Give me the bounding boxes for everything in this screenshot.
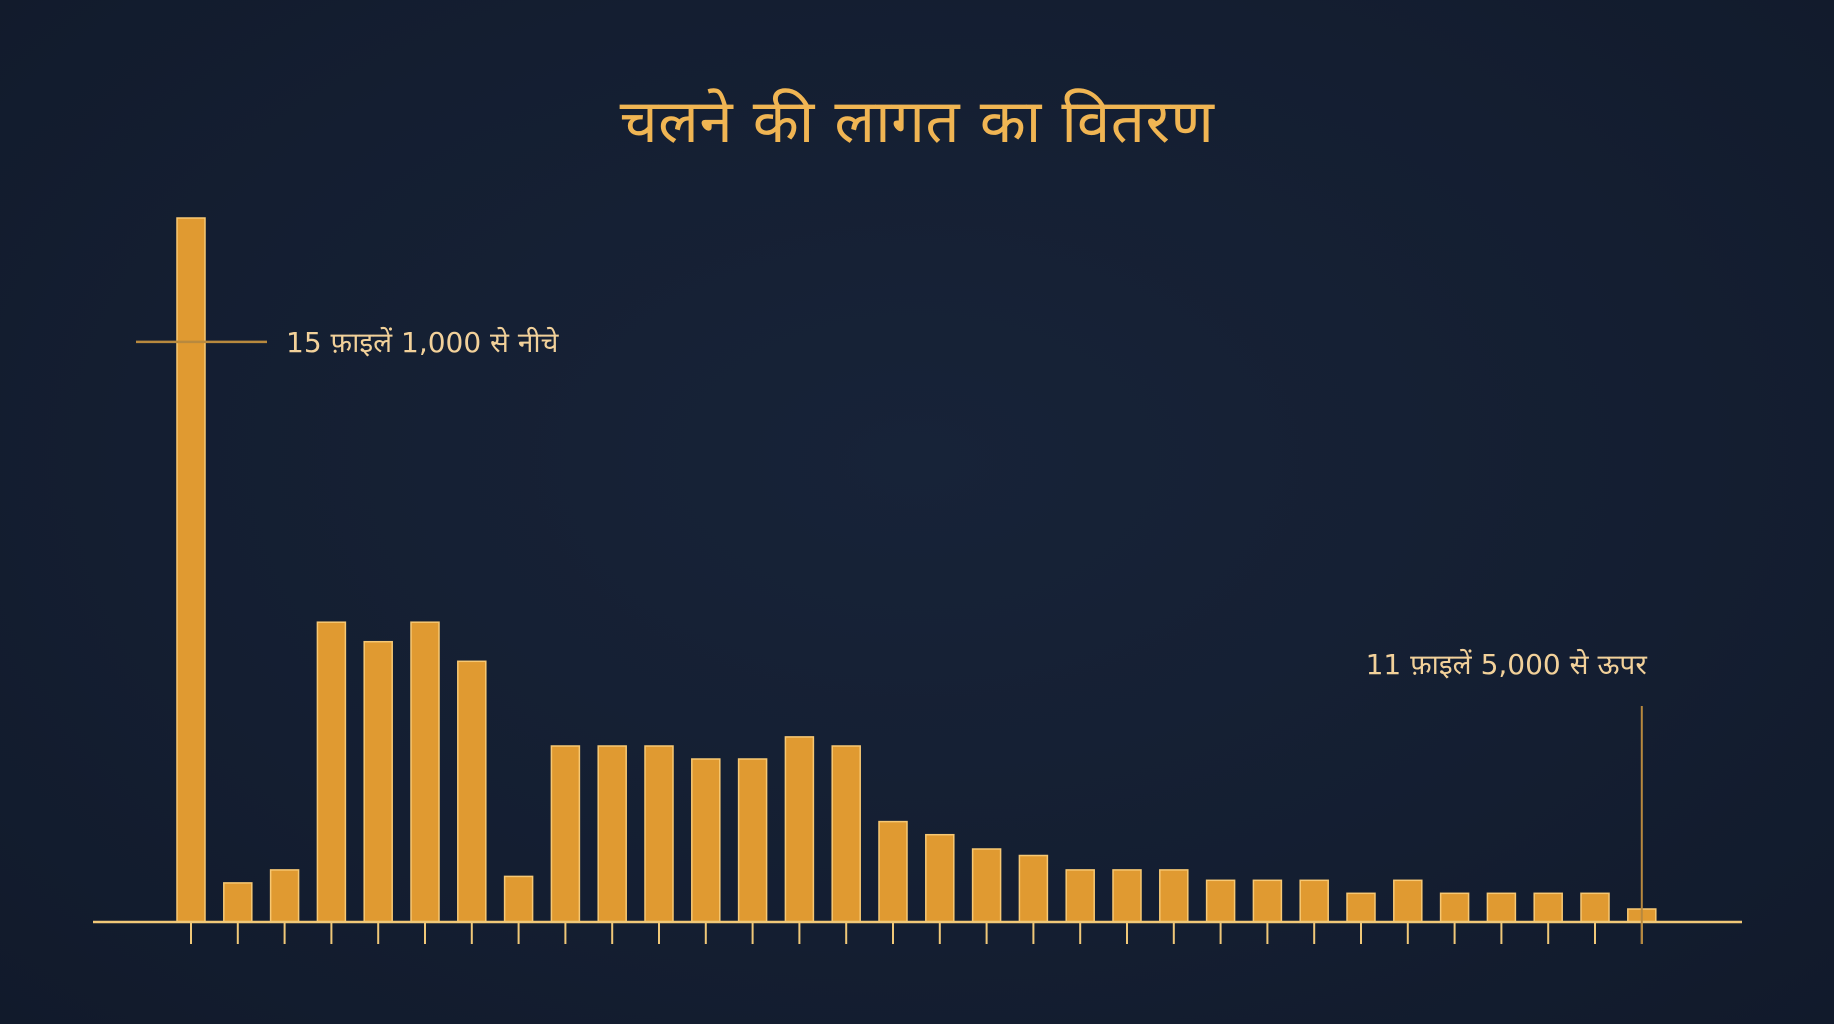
bar-7	[457, 660, 487, 923]
bar-23	[1205, 879, 1236, 923]
bar-13	[737, 758, 768, 923]
chart-title: चलने की लागत का वितरण	[619, 87, 1215, 157]
bar-5	[363, 640, 393, 923]
bar-30	[1533, 892, 1563, 923]
bar-21	[1112, 869, 1142, 923]
bar-9	[550, 745, 581, 923]
bar-27	[1393, 879, 1423, 923]
bar-8	[503, 875, 534, 923]
bar-25	[1299, 879, 1329, 923]
bar-14	[784, 736, 815, 923]
bar-19	[1018, 854, 1049, 923]
x-axis	[93, 920, 1742, 944]
bar-31	[1580, 892, 1610, 923]
annotations-group: 15 फ़ाइलें 1,000 से नीचे 11 फ़ाइलें 5,000…	[136, 326, 1647, 944]
bar-18	[971, 848, 1002, 923]
bar-20	[1065, 869, 1095, 923]
bar-1	[176, 217, 206, 923]
bar-29	[1486, 892, 1517, 923]
bar-16	[878, 820, 908, 923]
bar-28	[1439, 892, 1470, 923]
bar-4	[316, 621, 347, 923]
bar-15	[831, 745, 861, 923]
bar-26	[1346, 892, 1376, 923]
bar-22	[1159, 869, 1189, 923]
bar-24	[1252, 879, 1283, 923]
annotation-label-low: 15 फ़ाइलें 1,000 से नीचे	[286, 326, 560, 359]
bar-11	[644, 745, 674, 923]
bar-17	[925, 833, 955, 923]
bar-10	[597, 745, 627, 923]
bar-3	[269, 869, 300, 923]
bar-2	[223, 882, 253, 923]
bar-12	[691, 758, 721, 923]
bars-group	[176, 217, 1657, 923]
bar-6	[410, 621, 440, 923]
annotation-label-high: 11 फ़ाइलें 5,000 से ऊपर	[1366, 648, 1648, 681]
